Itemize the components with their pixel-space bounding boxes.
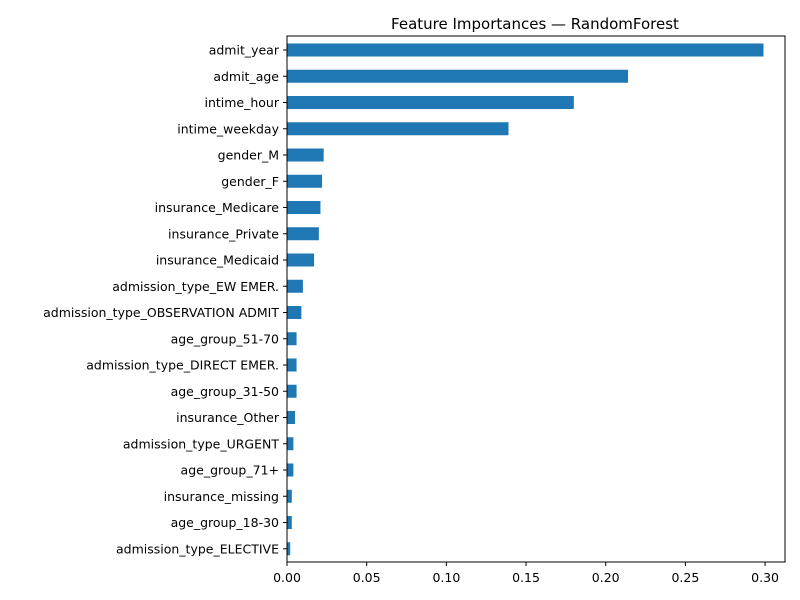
bar-13 <box>287 384 297 398</box>
bar-17 <box>287 489 292 503</box>
bars-group <box>287 43 764 556</box>
bar-19 <box>287 542 291 556</box>
y-tick-label-1: admit_age <box>213 69 279 84</box>
x-tick-label-6: 0.30 <box>751 570 779 585</box>
bar-9 <box>287 279 303 293</box>
y-tick-label-2: intime_hour <box>204 95 279 110</box>
y-tick-label-15: admission_type_URGENT <box>123 436 280 451</box>
y-tick-label-5: gender_F <box>221 174 279 189</box>
y-tick-label-4: gender_M <box>218 148 279 163</box>
x-tick-label-4: 0.20 <box>592 570 620 585</box>
y-tick-label-8: insurance_Medicaid <box>156 253 279 268</box>
x-tick-label-0: 0.00 <box>273 570 301 585</box>
x-axis: 0.00 0.05 0.10 0.15 0.20 0.25 0.30 <box>273 562 779 585</box>
y-tick-label-10: admission_type_OBSERVATION ADMIT <box>43 305 279 320</box>
bar-18 <box>287 516 292 529</box>
chart-title: Feature Importances — RandomForest <box>391 15 679 33</box>
y-tick-label-0: admit_year <box>209 43 280 58</box>
bar-4 <box>287 148 324 162</box>
x-tick-label-1: 0.05 <box>353 570 381 585</box>
bar-8 <box>287 253 315 267</box>
y-tick-label-6: insurance_Medicare <box>155 200 280 215</box>
bar-0 <box>287 43 764 57</box>
y-tick-label-16: age_group_71+ <box>181 463 279 478</box>
bar-11 <box>287 332 297 346</box>
bar-2 <box>287 96 574 109</box>
bar-3 <box>287 122 509 136</box>
y-tick-label-13: age_group_31-50 <box>171 384 279 399</box>
bar-7 <box>287 227 319 241</box>
y-tick-label-9: admission_type_EW EMER. <box>112 279 279 294</box>
plot-frame <box>286 35 786 563</box>
bar-1 <box>287 69 629 83</box>
y-tick-label-17: insurance_missing <box>164 489 279 504</box>
bar-16 <box>287 463 294 477</box>
bar-5 <box>287 174 323 188</box>
y-tick-label-14: insurance_Other <box>176 410 280 425</box>
bar-6 <box>287 201 321 214</box>
bar-10 <box>287 306 302 319</box>
bar-12 <box>287 358 297 372</box>
bar-14 <box>287 411 295 424</box>
bar-15 <box>287 437 294 451</box>
y-tick-label-18: age_group_18-30 <box>171 515 279 530</box>
x-tick-label-3: 0.15 <box>512 570 540 585</box>
y-tick-label-12: admission_type_DIRECT EMER. <box>86 358 279 373</box>
y-tick-label-11: age_group_51-70 <box>171 331 279 346</box>
y-axis: admit_year admit_age intime_hour intime_wee… <box>43 43 287 556</box>
x-tick-label-5: 0.25 <box>671 570 699 585</box>
y-tick-label-7: insurance_Private <box>168 226 279 241</box>
y-tick-label-19: admission_type_ELECTIVE <box>116 541 279 556</box>
y-tick-label-3: intime_weekday <box>177 121 279 136</box>
x-tick-label-2: 0.10 <box>432 570 460 585</box>
